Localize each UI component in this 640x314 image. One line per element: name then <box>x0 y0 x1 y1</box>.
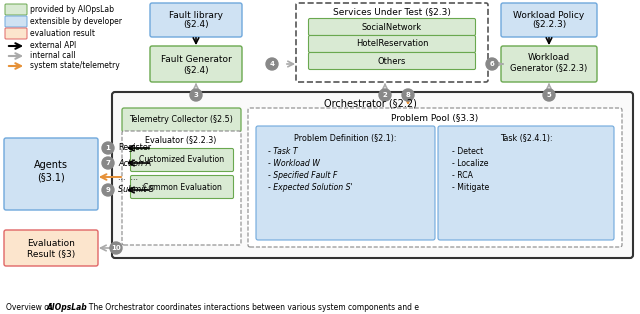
Text: - Localize: - Localize <box>452 159 488 167</box>
Text: internal call: internal call <box>30 51 76 61</box>
FancyBboxPatch shape <box>5 28 27 39</box>
Text: 1: 1 <box>106 145 111 151</box>
Text: Others: Others <box>378 57 406 66</box>
Text: Result (§3): Result (§3) <box>27 250 75 258</box>
Text: Agents: Agents <box>34 160 68 170</box>
Text: - Specified Fault F: - Specified Fault F <box>268 171 337 180</box>
Text: 7: 7 <box>106 160 111 166</box>
Text: (§2.4): (§2.4) <box>183 66 209 74</box>
Circle shape <box>102 157 114 169</box>
Circle shape <box>486 58 498 70</box>
FancyBboxPatch shape <box>501 46 597 82</box>
Circle shape <box>102 142 114 154</box>
Text: Services Under Test (§2.3): Services Under Test (§2.3) <box>333 8 451 18</box>
FancyBboxPatch shape <box>131 176 234 198</box>
FancyBboxPatch shape <box>308 52 476 69</box>
Text: 8: 8 <box>406 92 410 98</box>
Text: Overview of: Overview of <box>6 302 54 311</box>
Circle shape <box>379 89 391 101</box>
FancyBboxPatch shape <box>122 108 241 132</box>
Text: 3: 3 <box>193 92 198 98</box>
FancyBboxPatch shape <box>501 3 597 37</box>
Text: HotelReservation: HotelReservation <box>356 40 428 48</box>
Text: - Mitigate: - Mitigate <box>452 182 489 192</box>
Text: Evaluation: Evaluation <box>27 240 75 248</box>
FancyBboxPatch shape <box>438 126 614 240</box>
FancyBboxPatch shape <box>122 131 241 245</box>
Circle shape <box>543 89 555 101</box>
Circle shape <box>190 89 202 101</box>
Text: Problem Pool (§3.3): Problem Pool (§3.3) <box>392 115 479 123</box>
Text: Fault Generator: Fault Generator <box>161 56 232 64</box>
Text: Task (§2.4.1):: Task (§2.4.1): <box>500 133 552 143</box>
FancyBboxPatch shape <box>150 46 242 82</box>
Text: Generator (§2.2.3): Generator (§2.2.3) <box>510 63 588 73</box>
Text: (§2.2.3): (§2.2.3) <box>532 20 566 30</box>
Text: 5: 5 <box>547 92 552 98</box>
Text: - Task T: - Task T <box>268 147 298 155</box>
Text: Orchestrator (§2.2): Orchestrator (§2.2) <box>324 98 417 108</box>
Text: Customized Evalution: Customized Evalution <box>140 155 225 165</box>
Text: - Expected Solution S': - Expected Solution S' <box>268 182 353 192</box>
Text: SocialNetwork: SocialNetwork <box>362 23 422 31</box>
Text: Register: Register <box>118 143 151 153</box>
Text: . The Orchestrator coordinates interactions between various system components an: . The Orchestrator coordinates interacti… <box>84 302 419 311</box>
FancyBboxPatch shape <box>256 126 435 240</box>
FancyBboxPatch shape <box>296 3 488 82</box>
FancyBboxPatch shape <box>308 19 476 35</box>
Text: provided by AIOpsLab: provided by AIOpsLab <box>30 5 114 14</box>
Text: (§3.1): (§3.1) <box>37 172 65 182</box>
FancyBboxPatch shape <box>4 230 98 266</box>
Text: (§2.4): (§2.4) <box>183 20 209 30</box>
Text: 9: 9 <box>106 187 111 193</box>
FancyBboxPatch shape <box>150 3 242 37</box>
Text: extensible by developer: extensible by developer <box>30 17 122 26</box>
FancyBboxPatch shape <box>248 108 622 247</box>
Text: Fault library: Fault library <box>169 10 223 19</box>
Text: AIOpsLab: AIOpsLab <box>46 302 87 311</box>
Text: - Detect: - Detect <box>452 147 483 155</box>
Text: 6: 6 <box>490 61 494 67</box>
Text: - Workload W: - Workload W <box>268 159 320 167</box>
Circle shape <box>402 89 414 101</box>
Text: external API: external API <box>30 41 76 51</box>
Text: 4: 4 <box>269 61 275 67</box>
Text: evaluation result: evaluation result <box>30 29 95 38</box>
FancyBboxPatch shape <box>5 16 27 27</box>
Circle shape <box>266 58 278 70</box>
FancyBboxPatch shape <box>4 138 98 210</box>
Circle shape <box>102 184 114 196</box>
Text: Workload: Workload <box>528 53 570 62</box>
Text: Workload Policy: Workload Policy <box>513 10 584 19</box>
Text: Common Evaluation: Common Evaluation <box>143 182 221 192</box>
Text: 2: 2 <box>383 92 387 98</box>
Circle shape <box>110 242 122 254</box>
Text: Submit S: Submit S <box>118 186 154 194</box>
Text: Action A: Action A <box>118 159 151 167</box>
Text: 10: 10 <box>111 245 121 251</box>
FancyBboxPatch shape <box>131 149 234 171</box>
Text: Telemetry Collector (§2.5): Telemetry Collector (§2.5) <box>129 116 233 124</box>
Text: ...  ...: ... ... <box>118 172 138 181</box>
FancyBboxPatch shape <box>5 4 27 15</box>
FancyBboxPatch shape <box>308 35 476 52</box>
Text: Problem Definition (§2.1):: Problem Definition (§2.1): <box>294 133 396 143</box>
FancyBboxPatch shape <box>112 92 633 258</box>
Text: Evaluator (§2.2.3): Evaluator (§2.2.3) <box>145 137 217 145</box>
Text: - RCA: - RCA <box>452 171 473 180</box>
Text: system state/telemetry: system state/telemetry <box>30 62 120 71</box>
